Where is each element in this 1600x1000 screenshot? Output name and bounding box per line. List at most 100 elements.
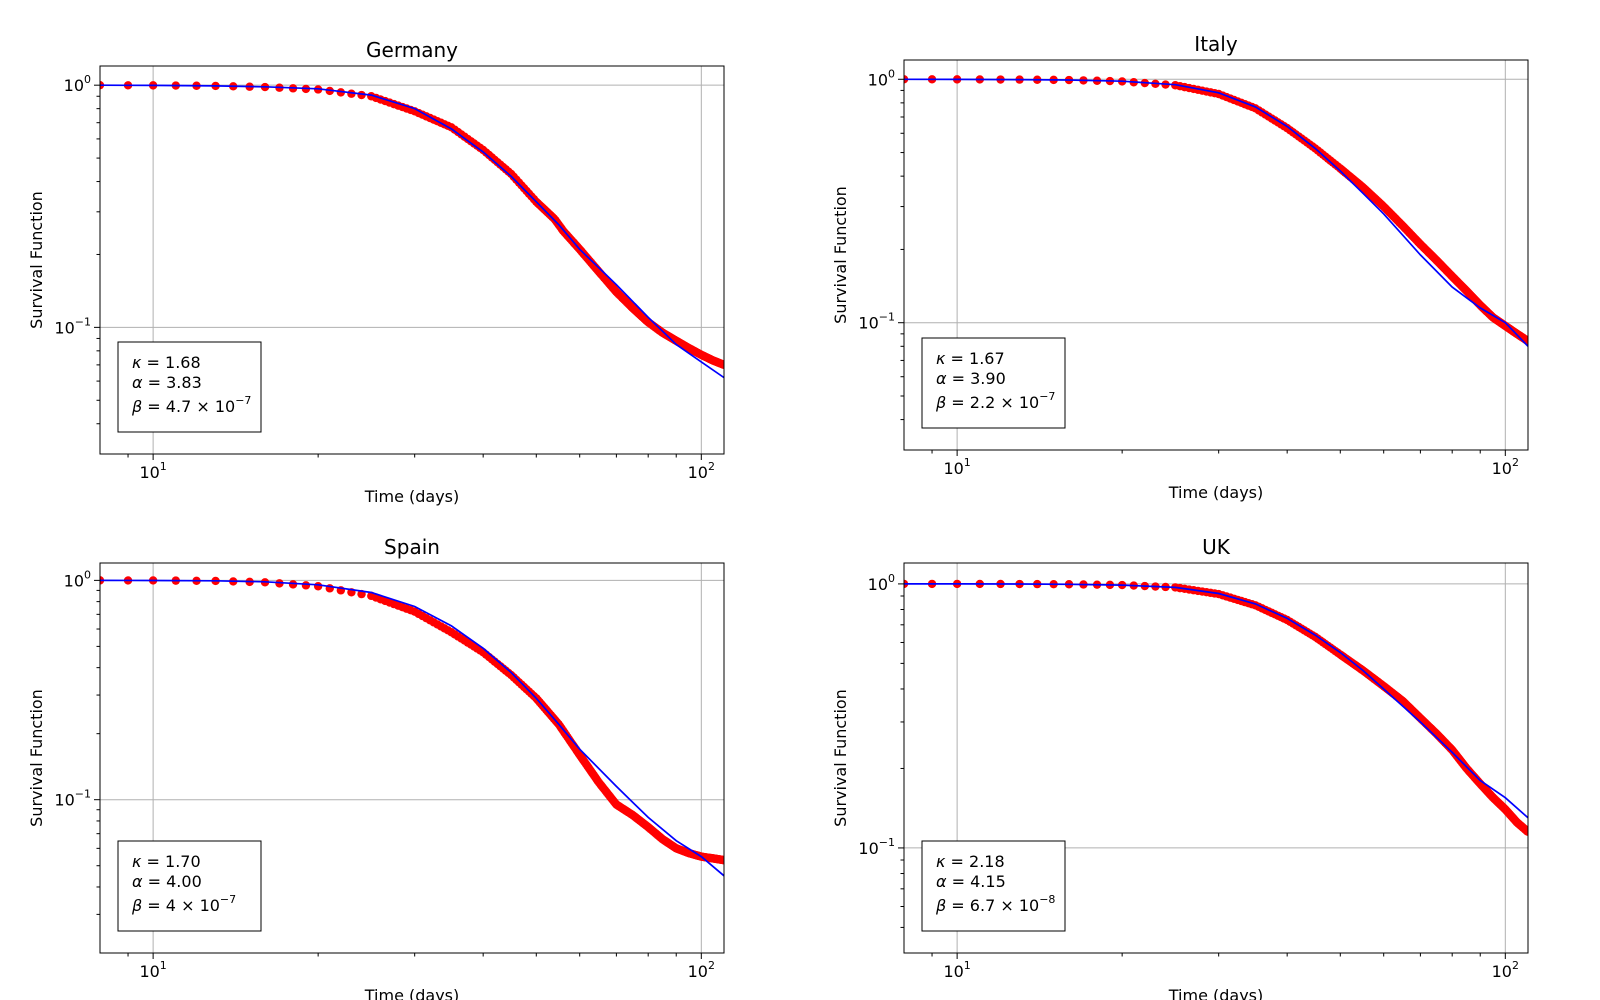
x-tick-exp: 1 [160, 460, 167, 473]
equals: = [143, 373, 167, 392]
y-tick-label: 100 [868, 67, 895, 89]
beta-symbol: β [131, 397, 142, 416]
beta-label: β = 6.7 × 10−8 [935, 893, 1055, 915]
x-tick-label: 102 [688, 959, 715, 981]
alpha-symbol: α [936, 872, 947, 891]
x-tick-exp: 2 [1512, 456, 1519, 469]
alpha-value: 3.90 [970, 369, 1006, 388]
equals: = [142, 896, 166, 915]
kappa-value: 1.70 [165, 852, 201, 871]
x-axis-label: Time (days) [1168, 986, 1264, 1000]
y-tick-base: 10 [858, 839, 878, 858]
alpha-value: 4.00 [166, 872, 202, 891]
alpha-symbol: α [132, 872, 143, 891]
equals: = [945, 349, 969, 368]
chart-title: Germany [366, 38, 458, 62]
chart-title: Spain [384, 535, 440, 559]
y-tick-exp: −1 [75, 788, 91, 801]
beta-label: β = 4.7 × 10−7 [131, 394, 251, 416]
data-layer [100, 576, 724, 877]
chart-title: Italy [1194, 32, 1238, 56]
y-tick-base: 10 [64, 76, 84, 95]
x-tick-base: 10 [139, 463, 159, 482]
alpha-label: α = 3.83 [132, 373, 202, 392]
x-tick-label: 101 [139, 959, 166, 981]
y-tick-exp: −1 [879, 836, 895, 849]
y-tick-label: 10−1 [858, 836, 895, 858]
beta-symbol: β [131, 896, 142, 915]
alpha-label: α = 4.15 [936, 872, 1006, 891]
kappa-value: 1.67 [969, 349, 1005, 368]
x-tick-exp: 2 [1512, 959, 1519, 972]
axes-frame [903, 59, 1529, 451]
beta-mantissa: 2.2 [970, 393, 995, 412]
axes-frame [99, 65, 725, 455]
beta-exponent: −8 [1039, 893, 1055, 906]
y-tick-exp: −1 [879, 311, 895, 324]
x-tick-label: 102 [1492, 456, 1519, 478]
x-axis-label: Time (days) [1168, 483, 1264, 502]
chart-title: UK [1202, 535, 1231, 559]
equals: = [947, 369, 971, 388]
y-tick-label: 100 [64, 568, 91, 590]
beta-label: β = 2.2 × 10−7 [935, 390, 1055, 412]
params-box [921, 840, 1066, 932]
observed-point [301, 581, 311, 590]
kappa-label: κ = 2.18 [936, 852, 1005, 871]
y-tick-exp: 0 [84, 568, 91, 581]
y-tick-label: 100 [64, 73, 91, 95]
beta-mantissa: 4.7 [166, 397, 191, 416]
equals: = [945, 852, 969, 871]
observed-point [719, 855, 724, 865]
x-axis-label: Time (days) [364, 986, 460, 1000]
beta-mantissa: 6.7 [970, 896, 995, 915]
y-tick-base: 10 [868, 70, 888, 89]
x-tick-label: 101 [943, 959, 970, 981]
x-tick-base: 10 [1492, 962, 1512, 981]
x-tick-base: 10 [688, 962, 708, 981]
x-tick-exp: 1 [964, 456, 971, 469]
data-layer [100, 80, 724, 379]
kappa-label: κ = 1.67 [936, 349, 1005, 368]
y-tick-base: 10 [64, 571, 84, 590]
fit-line [100, 84, 724, 379]
beta-exponent: −7 [1039, 390, 1055, 403]
x-tick-label: 101 [139, 460, 166, 482]
beta-symbol: β [935, 393, 946, 412]
kappa-symbol: κ [936, 349, 946, 368]
params-box [117, 341, 262, 433]
y-axis-label: Survival Function [831, 689, 850, 827]
observed-point [1523, 827, 1528, 836]
observed-point [719, 360, 724, 369]
equals: = [947, 872, 971, 891]
equals: = [946, 896, 970, 915]
axes-frame [903, 562, 1529, 954]
observed-point [336, 88, 346, 97]
equals: = [946, 393, 970, 412]
x-tick-exp: 1 [160, 959, 167, 972]
kappa-label: κ = 1.70 [132, 852, 201, 871]
beta-exponent: −7 [235, 394, 251, 407]
beta-exponent: −7 [220, 893, 236, 906]
y-tick-label: 10−1 [858, 311, 895, 333]
y-tick-base: 10 [868, 575, 888, 594]
alpha-symbol: α [132, 373, 143, 392]
beta-times-ten: × 10 [995, 896, 1039, 915]
kappa-symbol: κ [132, 852, 142, 871]
kappa-label: κ = 1.68 [132, 353, 201, 372]
alpha-label: α = 4.00 [132, 872, 202, 891]
alpha-value: 4.15 [970, 872, 1006, 891]
kappa-value: 1.68 [165, 353, 201, 372]
x-axis-label: Time (days) [364, 487, 460, 506]
equals: = [141, 852, 165, 871]
fit-line [904, 78, 1528, 347]
observed-point [313, 582, 323, 591]
alpha-label: α = 3.90 [936, 369, 1006, 388]
y-tick-base: 10 [54, 318, 74, 337]
y-tick-base: 10 [54, 791, 74, 810]
y-tick-label: 100 [868, 572, 895, 594]
x-tick-label: 102 [688, 460, 715, 482]
x-tick-base: 10 [943, 962, 963, 981]
